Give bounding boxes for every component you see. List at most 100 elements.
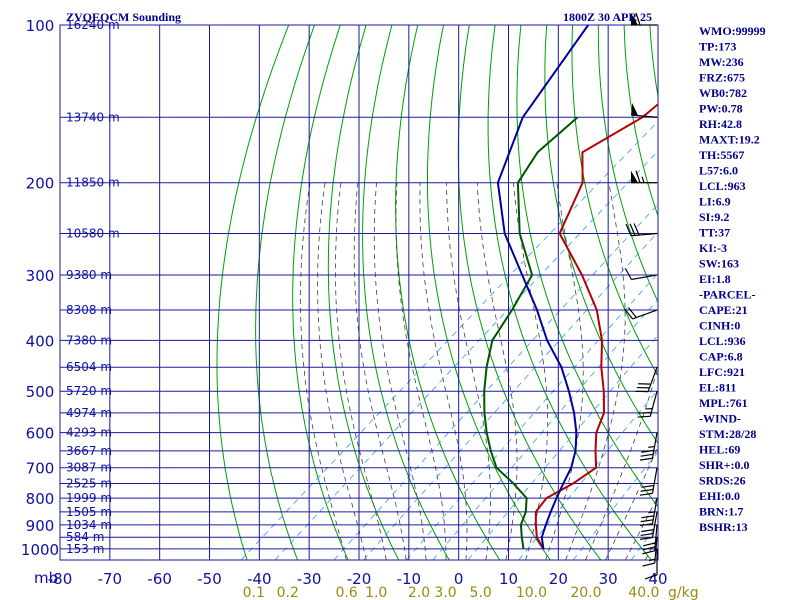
wind-barb-flag	[641, 484, 654, 488]
temperature-tick-label: -60	[147, 570, 172, 588]
moist-adiabat	[513, 182, 548, 560]
index-item: TT:37	[699, 226, 730, 240]
dry-adiabat	[255, 25, 315, 560]
index-item: LFC:921	[699, 365, 745, 379]
moist-adiabat	[446, 182, 491, 560]
pressure-unit-label: mb	[34, 569, 58, 587]
height-label: 4293 m	[66, 426, 112, 440]
wind-barb-staff	[651, 467, 658, 494]
height-label: 13740 m	[66, 110, 120, 124]
height-label: 11850 m	[66, 176, 120, 190]
wind-barb	[631, 170, 657, 184]
temperature-tick-label: -40	[247, 570, 272, 588]
wind-barb-flag	[639, 523, 653, 527]
index-item: CAP:6.8	[699, 350, 743, 364]
wind-barb-flag	[638, 411, 652, 414]
wind-barb-flag	[639, 457, 653, 461]
temperature-tick-label: 40	[648, 570, 667, 588]
wind-barb-flag	[627, 307, 637, 318]
pressure-tick-label: 400	[26, 332, 55, 350]
wind-barb-pennant	[631, 170, 638, 183]
mixing-ratio-tick-label: 10.0	[516, 585, 547, 600]
wind-barb-staff	[654, 537, 658, 564]
height-label: 153 m	[66, 542, 104, 556]
wind-barb	[639, 467, 658, 496]
dry-adiabat	[216, 25, 290, 560]
wind-barb	[625, 223, 658, 237]
index-item: STM:28/28	[699, 427, 756, 441]
temperature-tick-label: 20	[549, 570, 568, 588]
wind-barb	[631, 103, 658, 118]
index-item: -PARCEL-	[699, 288, 755, 302]
mixing-ratio-tick-label: 3.0	[434, 585, 456, 600]
dry-adiabat	[753, 25, 800, 560]
dry-adiabat	[395, 25, 501, 560]
mixing-ratio-tick-label: 40.0	[628, 585, 659, 600]
plot-frame	[59, 24, 659, 561]
temperature-tick-label: -30	[297, 570, 322, 588]
mixing-ratio-line	[572, 451, 658, 560]
index-item: BRN:1.7	[699, 505, 743, 519]
wind-barb-staff	[631, 114, 658, 118]
wind-barb-flag	[635, 12, 641, 26]
pressure-tick-label: 200	[26, 175, 55, 193]
wind-barb-flag	[637, 415, 651, 418]
moist-adiabat	[334, 182, 387, 560]
index-item: LI:6.9	[699, 195, 731, 209]
wind-barb-staff	[651, 432, 658, 459]
moist-adiabat	[585, 365, 658, 560]
mixing-ratio-line	[333, 203, 658, 560]
wind-barb-staff	[632, 309, 658, 320]
height-label: 3087 m	[66, 461, 112, 475]
wind-barb-flag	[640, 519, 654, 523]
height-label: 3667 m	[66, 444, 112, 458]
wind-barb-flag	[633, 223, 640, 236]
index-item: WMO:99999	[699, 24, 766, 38]
moist-adiabat	[565, 182, 626, 560]
wind-barb-staff	[651, 498, 658, 524]
mixing-ratio-line	[240, 120, 658, 560]
wind-barb-staff	[651, 511, 658, 538]
pressure-axis-labels: 100 200 300 400 500 600 700 800 900 1000	[21, 17, 59, 559]
wind-barb-halfflag	[648, 511, 655, 514]
wind-barb-flag	[642, 562, 655, 567]
chart-title: ZVQEQCM Sounding	[66, 10, 181, 24]
pressure-tick-label: 100	[26, 17, 55, 35]
index-item: SW:163	[699, 257, 739, 271]
height-label: 1034 m	[66, 518, 112, 532]
index-item: KI:-3	[699, 241, 727, 255]
pressure-tick-label: 700	[26, 460, 55, 478]
index-item: BSHR:13	[699, 520, 748, 534]
temperature-tick-label: -20	[347, 570, 372, 588]
wind-barb-halfflag	[648, 445, 655, 448]
wind-barb	[624, 307, 658, 320]
index-item: MAXT:19.2	[699, 133, 760, 147]
wind-barb-pennant	[631, 13, 638, 25]
mixing-ratio-line	[518, 389, 658, 560]
wind-barb-staff	[631, 232, 658, 237]
height-label: 1505 m	[66, 505, 112, 519]
wind-barbs	[624, 12, 658, 580]
index-item: MW:236	[699, 55, 744, 69]
mixing-ratio-tick-label: 20.0	[570, 585, 601, 600]
mixing-ratio-line	[274, 150, 658, 560]
wind-barb	[639, 511, 658, 540]
mixing-ratio-tick-label: 0.6	[335, 585, 357, 600]
moist-adiabat	[395, 182, 447, 560]
height-label: 5720 m	[66, 384, 112, 398]
wind-barb	[635, 367, 658, 393]
wind-barb-flag	[639, 536, 653, 540]
wind-barb-flag	[624, 268, 632, 280]
moist-adiabat	[625, 495, 658, 560]
temperature-tick-label: 10	[499, 570, 518, 588]
wind-barb-flag	[640, 532, 654, 537]
dewpoint-trace	[483, 116, 579, 550]
wind-barb	[624, 268, 658, 281]
temperature-tick-label: 0	[454, 570, 464, 588]
wind-barb-flag	[641, 529, 654, 533]
dry-adiabat	[516, 25, 658, 508]
pressure-tick-label: 900	[26, 517, 55, 535]
temperature-tick-label: -10	[397, 570, 422, 588]
wind-barb-flag	[639, 492, 653, 496]
